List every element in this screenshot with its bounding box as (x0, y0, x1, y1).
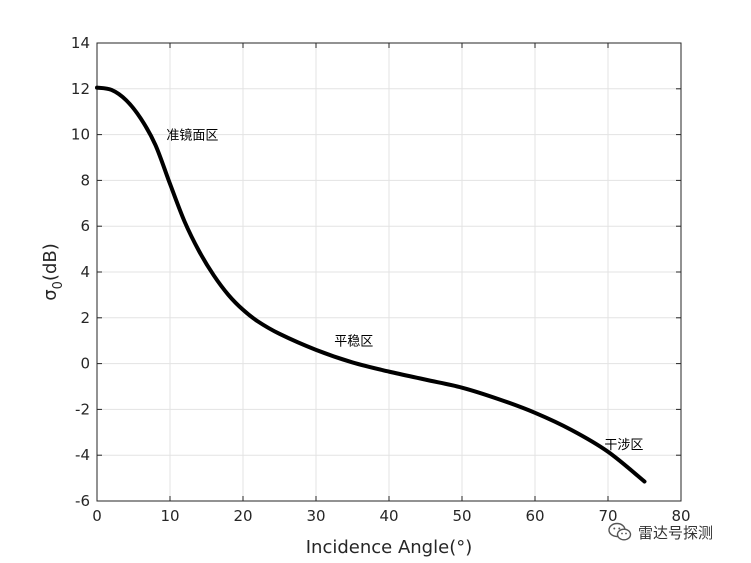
x-tick-label: 0 (92, 507, 102, 525)
y-tick-label: 12 (71, 80, 90, 98)
y-tick-label: 10 (71, 126, 90, 144)
annotation-label: 平稳区 (334, 334, 373, 350)
x-tick-label: 70 (598, 507, 617, 525)
y-tick-label: -4 (75, 446, 90, 464)
y-tick-labels: -6 -4 -2 0 2 4 6 8 10 12 14 (71, 34, 90, 510)
y-tick-label: -2 (75, 400, 90, 418)
watermark-text: 雷达号探测 (638, 523, 714, 542)
y-tick-label: 6 (80, 217, 90, 235)
y-axis-label: σ0(dB) (40, 243, 66, 301)
watermark: 雷达号探测 (608, 521, 713, 543)
x-axis-label: Incidence Angle(°) (306, 537, 472, 558)
x-tick-labels: 0 10 20 30 40 50 60 70 80 (92, 507, 690, 525)
x-tick-label: 30 (306, 507, 325, 525)
y-tick-label: 8 (80, 171, 90, 189)
y-axis-label-symbol: σ (40, 289, 61, 300)
y-tick-label: 14 (71, 34, 90, 52)
x-tick-label: 10 (160, 507, 179, 525)
y-tick-label: 4 (80, 263, 90, 281)
wechat-icon (608, 522, 632, 541)
grid-lines (96, 42, 682, 502)
y-axis-label-unit: (dB) (40, 243, 61, 281)
y-tick-label: -6 (75, 492, 90, 510)
y-tick-label: 2 (80, 309, 90, 327)
x-tick-label: 20 (233, 507, 252, 525)
y-axis-label-subscript: 0 (51, 281, 66, 289)
annotation-label: 干涉区 (604, 438, 643, 453)
x-tick-label: 80 (671, 507, 690, 525)
y-tick-label: 0 (80, 355, 90, 373)
x-tick-label: 40 (379, 507, 398, 525)
x-tick-label: 60 (525, 507, 544, 525)
series-line (95, 85, 647, 484)
x-tick-label: 50 (452, 507, 471, 525)
tick-marks (96, 42, 682, 502)
annotation-label: 准镜面区 (166, 129, 218, 144)
